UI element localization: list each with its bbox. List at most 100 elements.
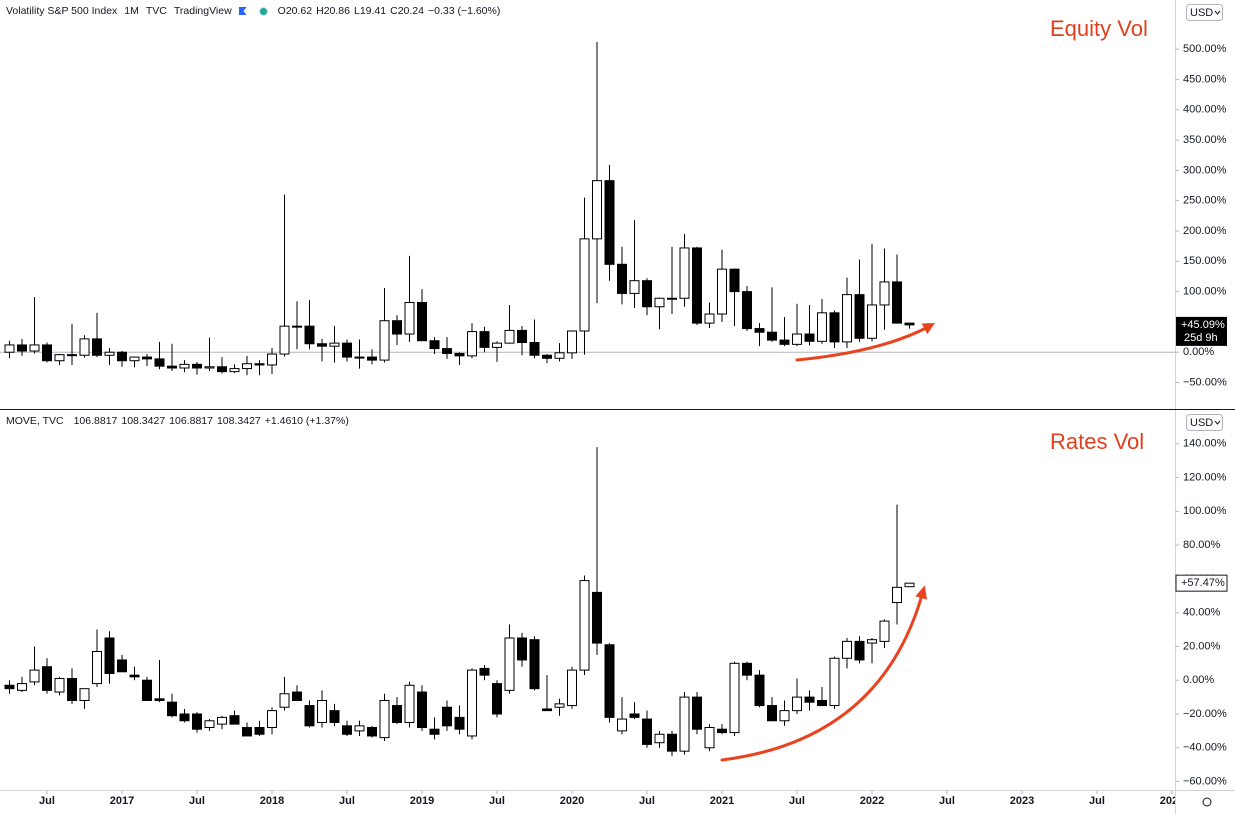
candle-body [54, 678, 65, 693]
x-tick-label: Jul [39, 795, 55, 807]
candle-body [317, 343, 327, 347]
candle-body [492, 683, 502, 715]
candle-body [579, 238, 590, 332]
candle-body [104, 637, 115, 674]
x-tick-label: Jul [339, 795, 355, 807]
candle-body [754, 674, 765, 707]
candle-body [667, 297, 677, 300]
y-tick-label: 0.00% [1183, 674, 1214, 686]
candle-body [292, 691, 302, 701]
candle-body [754, 328, 765, 333]
candle-body [642, 718, 652, 745]
candle-body [367, 727, 377, 737]
candle-body [442, 348, 452, 354]
last-value-label: +45.09% [1181, 319, 1225, 331]
candle-body [892, 586, 902, 604]
candle-body [742, 662, 752, 676]
candle-body [867, 304, 877, 339]
settings-icon[interactable] [1202, 797, 1212, 807]
candle-body [229, 715, 240, 725]
candle-body [254, 727, 265, 735]
candle-body [129, 356, 140, 362]
candle-body [892, 281, 902, 324]
candle-body [904, 322, 915, 326]
y-tick-label: −60.00% [1183, 775, 1227, 787]
candle-body [279, 325, 290, 355]
candle-body [529, 639, 540, 690]
caret [1214, 420, 1221, 425]
x-tick-label: 2021 [710, 795, 734, 807]
candle-body [667, 733, 677, 752]
y-tick-label: 250.00% [1183, 195, 1227, 207]
candle-body [779, 339, 790, 345]
candle-body [267, 353, 277, 366]
candle-body [267, 710, 277, 729]
candle-body [392, 705, 402, 723]
ohlc-low: L19.41 [353, 5, 387, 17]
publisher: TradingView [173, 5, 232, 17]
candle-body [654, 733, 665, 744]
currency-label[interactable]: USD [1190, 417, 1213, 429]
candle-body [904, 582, 915, 588]
x-tick-label: 2024 [1160, 795, 1185, 807]
candle-body [442, 706, 452, 727]
currency-button[interactable] [1186, 414, 1223, 431]
x-tick-label: Jul [189, 795, 205, 807]
flag-icon[interactable] [238, 7, 247, 15]
candle-body [654, 297, 665, 308]
y-tick-label: 0.00% [1183, 346, 1214, 358]
y-tick-label: 20.00% [1183, 640, 1221, 652]
ohlc-change: +1.4610 (+1.37%) [264, 415, 349, 427]
candle-body [679, 247, 690, 299]
x-tick-label: Jul [489, 795, 505, 807]
candle-body [342, 342, 352, 358]
interval: 1M [124, 5, 139, 17]
y-tick-label: 80.00% [1183, 539, 1221, 551]
candle-body [842, 640, 852, 659]
y-tick-label: −40.00% [1183, 742, 1227, 754]
candle-body [4, 344, 15, 353]
candle-body [642, 280, 652, 308]
last-value-box [1176, 316, 1227, 346]
candle-body [367, 356, 377, 361]
candle-body [167, 701, 177, 717]
candle-body [79, 338, 90, 356]
candle-body [204, 720, 215, 729]
candle-body [854, 294, 865, 339]
candle-body [179, 713, 190, 722]
candle-body [329, 710, 340, 723]
y-tick-label: 200.00% [1183, 225, 1227, 237]
plot-area: Jul 2017 Jul 2018 Jul 2019 Jul 2020 Jul 2021 Jul 20… [0, 41, 1185, 807]
x-tick-label: 2019 [410, 795, 434, 807]
candle-body [17, 683, 27, 691]
candle-body [92, 338, 102, 356]
candle-body [692, 696, 702, 730]
candle-body [542, 354, 552, 359]
candle-body [729, 662, 740, 734]
candle-body [492, 342, 502, 348]
y-tick-label: 100.00% [1183, 286, 1227, 298]
candle-body [242, 727, 252, 737]
currency-label[interactable]: USD [1190, 7, 1213, 19]
legend: Volatility S&P 500 Index 1M TVC TradingV… [6, 5, 504, 17]
price-axes: −50.00%0.00%50.00%100.00%150.00%200.00%2… [1175, 43, 1228, 787]
source: TVC [145, 5, 167, 17]
candle-body [704, 727, 715, 749]
candle-body [467, 669, 477, 737]
ohlc-high: 108.3427 [121, 415, 166, 427]
candle-body [804, 696, 815, 703]
candle-body [467, 331, 477, 357]
candle-body [392, 320, 402, 335]
candle-body [4, 684, 15, 690]
candle-body [567, 330, 577, 354]
currency-button[interactable] [1186, 4, 1223, 21]
y-tick-label: −20.00% [1183, 708, 1227, 720]
candle-body [542, 708, 552, 712]
candle-body [354, 725, 365, 732]
candle-body [242, 363, 252, 370]
candle-body [404, 684, 415, 723]
ohlc-close: C20.24 [390, 5, 424, 17]
symbol-title: MOVE, TVC [6, 415, 64, 427]
y-tick-label: 500.00% [1183, 43, 1227, 55]
candle-body [404, 302, 415, 335]
